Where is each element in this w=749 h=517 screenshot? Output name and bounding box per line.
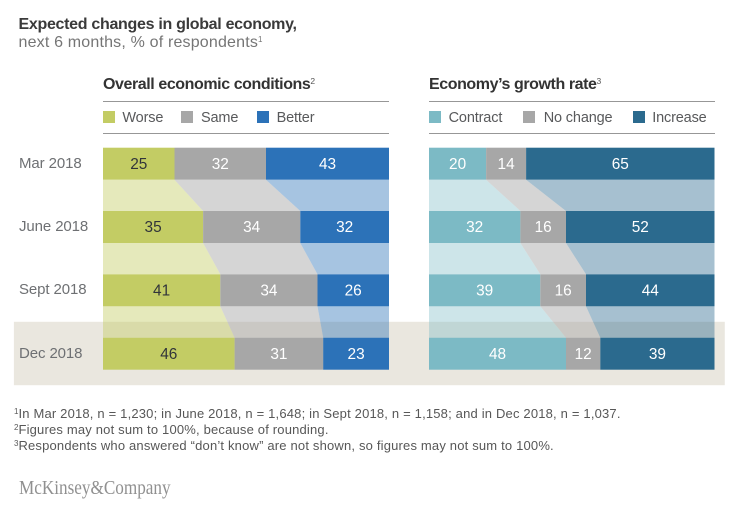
svg-text:23: 23 (348, 346, 365, 363)
svg-text:39: 39 (649, 346, 666, 363)
svg-text:14: 14 (498, 156, 516, 173)
svg-text:41: 41 (153, 283, 170, 300)
svg-text:32: 32 (212, 156, 229, 173)
svg-text:46: 46 (160, 346, 177, 363)
svg-text:65: 65 (612, 156, 629, 173)
svg-text:44: 44 (642, 283, 660, 300)
svg-text:48: 48 (489, 346, 506, 363)
svg-text:43: 43 (319, 156, 336, 173)
svg-text:12: 12 (575, 346, 592, 363)
svg-text:35: 35 (145, 219, 162, 236)
svg-text:31: 31 (270, 346, 287, 363)
svg-text:16: 16 (555, 283, 572, 300)
svg-text:16: 16 (535, 219, 552, 236)
svg-text:26: 26 (345, 283, 362, 300)
svg-text:52: 52 (632, 219, 649, 236)
svg-text:34: 34 (260, 283, 278, 300)
svg-text:39: 39 (476, 283, 493, 300)
svg-text:32: 32 (336, 219, 353, 236)
svg-text:34: 34 (243, 219, 261, 236)
svg-text:25: 25 (130, 156, 147, 173)
svg-text:32: 32 (466, 219, 483, 236)
svg-text:20: 20 (449, 156, 466, 173)
